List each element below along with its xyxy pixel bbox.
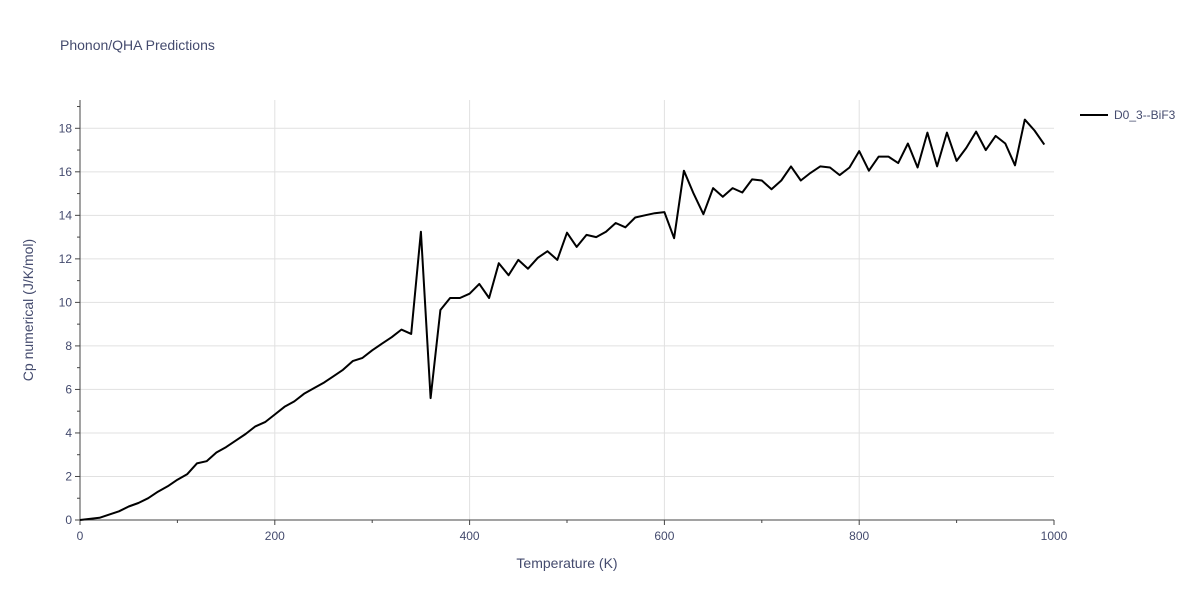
y-tick-label: 10: [59, 295, 73, 309]
x-tick-label: 200: [265, 529, 285, 543]
axis-layer: 0 2 4 6 8 10 12 14 16 18 0 200 400 600 800 1000: [59, 100, 1068, 543]
y-tick-label: 14: [59, 208, 73, 222]
series-line[interactable]: [79, 118, 1046, 521]
x-tick-label: 1000: [1041, 529, 1068, 543]
y-tick-label: 8: [65, 339, 72, 353]
y-tick-label: 12: [59, 252, 73, 266]
legend[interactable]: D0_3--BiF3: [1080, 108, 1176, 122]
x-tick-label: 0: [77, 529, 84, 543]
legend-label: D0_3--BiF3: [1114, 108, 1176, 122]
x-tick-label: 800: [849, 529, 869, 543]
y-tick-label: 4: [65, 426, 72, 440]
chart-title: Phonon/QHA Predictions: [60, 37, 215, 53]
x-tick-label: 400: [460, 529, 480, 543]
grid-layer: [80, 100, 1054, 520]
x-tick-label: 600: [654, 529, 674, 543]
y-tick-label: 0: [65, 513, 72, 527]
x-axis-title: Temperature (K): [516, 555, 617, 571]
y-tick-label: 16: [59, 165, 73, 179]
y-tick-label: 6: [65, 382, 72, 396]
y-tick-label: 2: [65, 469, 72, 483]
y-axis-title: Cp numerical (J/K/mol): [20, 239, 36, 381]
y-tick-label: 18: [59, 121, 73, 135]
series-layer: [79, 118, 1046, 521]
